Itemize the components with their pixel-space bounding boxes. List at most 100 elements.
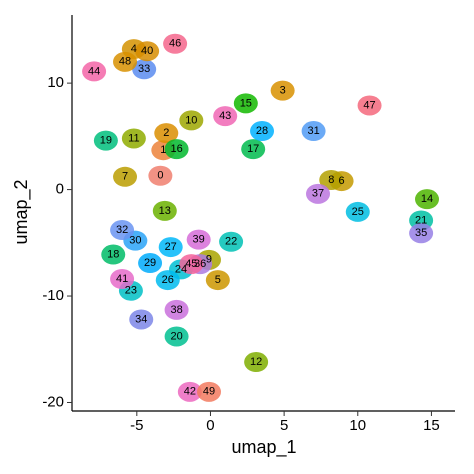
cluster-label: 9	[206, 254, 212, 266]
cluster-blob	[152, 200, 177, 221]
cluster-blob	[155, 270, 180, 291]
x-tick-label: 15	[423, 417, 440, 434]
cluster-label: 48	[119, 56, 131, 68]
cluster-blob	[319, 170, 344, 190]
y-axis-title: umap_2	[11, 179, 32, 244]
cluster-blob	[213, 106, 238, 127]
x-tick-label: -5	[130, 417, 143, 434]
cluster-label: 33	[138, 63, 150, 75]
cluster-label: 18	[107, 248, 119, 260]
cluster-label: 6	[339, 175, 345, 187]
cluster-label: 36	[194, 258, 206, 270]
cluster-blob	[306, 183, 331, 204]
cluster-label: 42	[184, 386, 196, 398]
cluster-label: 17	[247, 143, 259, 155]
cluster-label: 24	[175, 263, 187, 275]
cluster-label: 47	[363, 99, 375, 111]
cluster-label: 43	[219, 110, 231, 122]
cluster-blob	[138, 253, 163, 274]
cluster-label: 13	[159, 205, 171, 217]
cluster-blob	[179, 110, 204, 131]
x-tick-label: 10	[349, 417, 366, 434]
cluster-label: 29	[144, 257, 156, 269]
cluster-label: 12	[250, 356, 262, 368]
cluster-blob	[244, 352, 269, 373]
cluster-label: 14	[421, 193, 433, 205]
cluster-blob	[233, 93, 258, 114]
cluster-label: 8	[328, 174, 334, 186]
cluster-blob	[345, 201, 370, 222]
cluster-label: 20	[170, 330, 182, 342]
cluster-blob	[301, 121, 326, 142]
cluster-blob	[82, 61, 107, 82]
cluster-label: 22	[225, 236, 237, 248]
cluster-label: 30	[129, 235, 141, 247]
cluster-label: 2	[163, 127, 169, 139]
cluster-label: 23	[125, 285, 137, 297]
cluster-label: 41	[116, 273, 128, 285]
cluster-blob	[179, 254, 204, 275]
cluster-blob	[132, 59, 157, 80]
cluster-blob	[101, 244, 126, 265]
cluster-blob	[205, 270, 230, 291]
cluster-blob	[135, 41, 160, 62]
cluster-blob	[113, 166, 138, 187]
cluster-blob	[129, 309, 154, 330]
cluster-label: 49	[203, 386, 215, 398]
cluster-blob	[270, 80, 295, 101]
cluster-blob	[158, 237, 183, 258]
cluster-label: 15	[240, 97, 252, 109]
cluster-label: 45	[185, 258, 197, 270]
cluster-label: 34	[135, 313, 147, 325]
cluster-blob	[148, 165, 173, 186]
cluster-blob	[186, 229, 211, 250]
cluster-blob	[110, 269, 135, 289]
cluster-blob	[219, 231, 244, 252]
cluster-label: 28	[256, 125, 268, 137]
cluster-label: 7	[122, 171, 128, 183]
cluster-label: 11	[128, 132, 139, 144]
x-tick-label: 0	[206, 417, 214, 434]
cluster-label: 37	[312, 188, 324, 200]
cluster-label: 35	[415, 227, 427, 239]
cluster-label: 0	[157, 170, 163, 182]
y-tick-label: 10	[47, 74, 64, 91]
cluster-label: 31	[307, 125, 319, 137]
cluster-label: 16	[170, 143, 182, 155]
y-tick-label: 0	[56, 181, 64, 198]
cluster-blob	[93, 130, 118, 151]
cluster-blob	[164, 139, 189, 160]
cluster-label: 46	[169, 38, 181, 50]
cluster-label: 4	[131, 43, 137, 55]
cluster-label: 1	[160, 144, 166, 156]
cluster-blob	[241, 139, 266, 160]
cluster-label: 40	[141, 45, 153, 57]
x-tick-label: 5	[280, 417, 288, 434]
cluster-label: 26	[162, 274, 174, 286]
cluster-blob	[177, 381, 202, 402]
cluster-label: 19	[100, 135, 112, 147]
cluster-label: 27	[165, 241, 177, 253]
cluster-blob	[154, 123, 179, 144]
cluster-blob	[110, 220, 135, 241]
cluster-blob	[113, 51, 138, 72]
cluster-label: 21	[415, 214, 427, 226]
cluster-blob	[164, 299, 189, 320]
cluster-blob	[357, 95, 382, 116]
cluster-blob	[196, 381, 221, 402]
x-axis-title: umap_1	[231, 437, 296, 458]
cluster-label: 5	[215, 274, 221, 286]
cluster-label: 3	[280, 84, 286, 96]
cluster-blob	[415, 189, 440, 210]
cluster-label: 32	[116, 224, 128, 236]
cluster-blob	[409, 223, 434, 244]
cluster-label: 38	[170, 304, 182, 316]
cluster-blob	[164, 326, 189, 347]
cluster-blob	[163, 33, 188, 54]
cluster-blob	[250, 121, 275, 142]
cluster-blob	[121, 128, 146, 149]
y-tick-label: -20	[42, 393, 64, 410]
y-tick-label: -10	[42, 287, 64, 304]
cluster-label: 10	[185, 114, 197, 126]
